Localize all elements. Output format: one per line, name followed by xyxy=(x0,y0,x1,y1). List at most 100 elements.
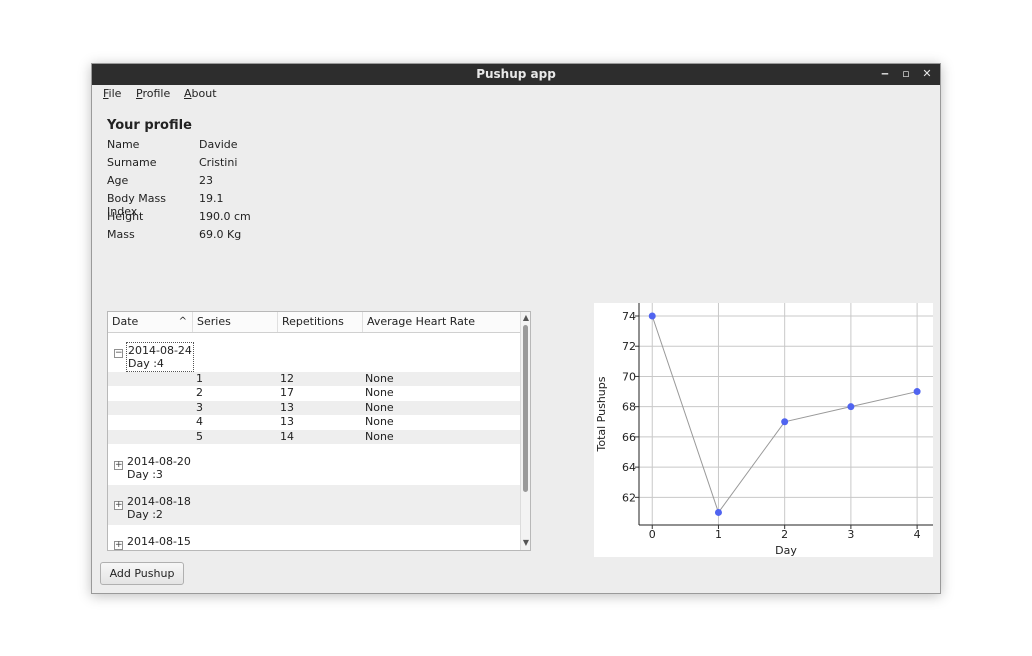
column-header-repetitions[interactable]: Repetitions xyxy=(278,312,363,332)
pushup-tree-view[interactable]: Date ^ Series Repetitions Average Heart … xyxy=(107,311,531,551)
title-bar[interactable]: Pushup app ‒ ▫ ✕ xyxy=(92,64,940,85)
cell-heart-rate: None xyxy=(365,401,394,414)
cell-repetitions: 17 xyxy=(280,386,294,399)
group-date-cell: 2014-08-15 xyxy=(127,535,191,548)
scroll-up-icon[interactable]: ▲ xyxy=(522,313,530,322)
cell-series: 3 xyxy=(196,401,203,414)
minimize-button[interactable]: ‒ xyxy=(881,67,889,80)
y-tick-label: 62 xyxy=(622,491,636,504)
profile-value: Davide xyxy=(199,138,238,151)
menu-bar: File Profile About xyxy=(92,85,940,105)
table-row[interactable]: 4 13 None xyxy=(108,415,520,429)
data-point xyxy=(781,418,789,426)
tree-group[interactable]: + 2014-08-15 xyxy=(108,525,520,550)
menu-file-mnemonic: F xyxy=(103,87,109,100)
group-date: 2014-08-24 xyxy=(128,344,192,357)
menu-profile[interactable]: Profile xyxy=(136,87,170,100)
close-button[interactable]: ✕ xyxy=(922,67,932,80)
chart-canvas: 0 1 2 3 4 62 64 66 68 70 72 74 Day Total Pushups xyxy=(595,303,933,557)
cell-series: 1 xyxy=(196,372,203,385)
table-row[interactable]: 2 17 None xyxy=(108,386,520,400)
x-tick-label: 4 xyxy=(914,528,921,541)
y-tick-label: 68 xyxy=(622,401,636,414)
expand-icon[interactable]: + xyxy=(114,540,123,550)
scroll-down-icon[interactable]: ▼ xyxy=(522,538,530,547)
app-window: Pushup app ‒ ▫ ✕ File Profile About Your… xyxy=(91,63,941,594)
menu-about-label: bout xyxy=(191,87,217,100)
profile-label: Surname xyxy=(107,156,157,169)
group-day: Day :2 xyxy=(127,508,163,521)
table-row[interactable]: 5 14 None xyxy=(108,430,520,444)
cell-heart-rate: None xyxy=(365,372,394,385)
maximize-button[interactable]: ▫ xyxy=(902,67,910,80)
profile-label: Height xyxy=(107,210,144,223)
sort-ascending-icon: ^ xyxy=(178,316,187,327)
column-header-label: Date xyxy=(112,315,139,328)
profile-value: 190.0 cm xyxy=(199,210,251,223)
cell-repetitions: 13 xyxy=(280,401,294,414)
cell-heart-rate: None xyxy=(365,430,394,443)
profile-value: Cristini xyxy=(199,156,238,169)
chart-ticks: 0 1 2 3 4 62 64 66 68 70 72 74 xyxy=(622,310,921,541)
group-date-cell: 2014-08-24 Day :4 xyxy=(126,342,194,372)
column-header-date[interactable]: Date ^ xyxy=(108,312,193,332)
window-title: Pushup app xyxy=(476,67,556,81)
data-point xyxy=(648,312,656,320)
group-date: 2014-08-18 xyxy=(127,495,191,508)
expand-icon[interactable]: + xyxy=(114,500,123,510)
group-date: 2014-08-20 xyxy=(127,455,191,468)
menu-profile-label: rofile xyxy=(142,87,171,100)
x-tick-label: 0 xyxy=(649,528,656,541)
y-tick-label: 70 xyxy=(622,370,636,383)
menu-profile-mnemonic: P xyxy=(136,87,143,100)
profile-value: 69.0 Kg xyxy=(199,228,242,241)
profile-label: Name xyxy=(107,138,140,151)
add-pushup-button[interactable]: Add Pushup xyxy=(100,562,184,585)
x-tick-label: 3 xyxy=(847,528,854,541)
profile-label: Mass xyxy=(107,228,135,241)
table-body: − 2014-08-24 Day :4 1 12 None 2 17 None … xyxy=(108,333,520,550)
profile-label: Age xyxy=(107,174,129,187)
profile-value: 23 xyxy=(199,174,213,187)
y-tick-label: 72 xyxy=(622,340,636,353)
menu-file-label: ile xyxy=(108,87,122,100)
tree-group[interactable]: + 2014-08-18 Day :2 xyxy=(108,485,520,525)
cell-series: 2 xyxy=(196,386,203,399)
profile-value: 19.1 xyxy=(199,192,224,205)
cell-series: 4 xyxy=(196,415,203,428)
column-header-heart-rate[interactable]: Average Heart Rate xyxy=(367,315,476,328)
column-header-series[interactable]: Series xyxy=(193,312,278,332)
cell-repetitions: 14 xyxy=(280,430,294,443)
group-date: 2014-08-15 xyxy=(127,535,191,548)
pushup-chart: 0 1 2 3 4 62 64 66 68 70 72 74 Day Total Pushups xyxy=(594,303,933,557)
table-row[interactable]: 3 13 None xyxy=(108,401,520,415)
scrollbar-thumb[interactable] xyxy=(523,325,528,492)
collapse-icon[interactable]: − xyxy=(114,348,123,358)
cell-heart-rate: None xyxy=(365,415,394,428)
cell-repetitions: 13 xyxy=(280,415,294,428)
group-date-cell: 2014-08-20 Day :3 xyxy=(127,455,191,481)
chart-grid xyxy=(639,303,933,525)
data-point xyxy=(847,403,855,411)
data-point xyxy=(714,508,722,516)
cell-repetitions: 12 xyxy=(280,372,294,385)
y-tick-label: 74 xyxy=(622,310,636,323)
tree-group[interactable]: + 2014-08-20 Day :3 xyxy=(108,445,520,485)
tree-group[interactable]: − 2014-08-24 Day :4 xyxy=(108,333,520,373)
cell-heart-rate: None xyxy=(365,386,394,399)
group-day: Day :4 xyxy=(128,357,164,370)
expand-icon[interactable]: + xyxy=(114,460,123,470)
cell-series: 5 xyxy=(196,430,203,443)
y-axis-label: Total Pushups xyxy=(595,376,608,452)
data-point xyxy=(913,388,921,396)
chart-points xyxy=(648,312,921,516)
x-tick-label: 2 xyxy=(781,528,788,541)
menu-file[interactable]: File xyxy=(103,87,121,100)
table-row[interactable]: 1 12 None xyxy=(108,372,520,386)
x-axis-label: Day xyxy=(775,544,797,557)
y-tick-label: 64 xyxy=(622,461,636,474)
menu-about-mnemonic: A xyxy=(184,87,192,100)
vertical-scrollbar[interactable]: ▲ ▼ xyxy=(520,312,530,550)
menu-about[interactable]: About xyxy=(184,87,217,100)
profile-heading: Your profile xyxy=(107,118,192,133)
